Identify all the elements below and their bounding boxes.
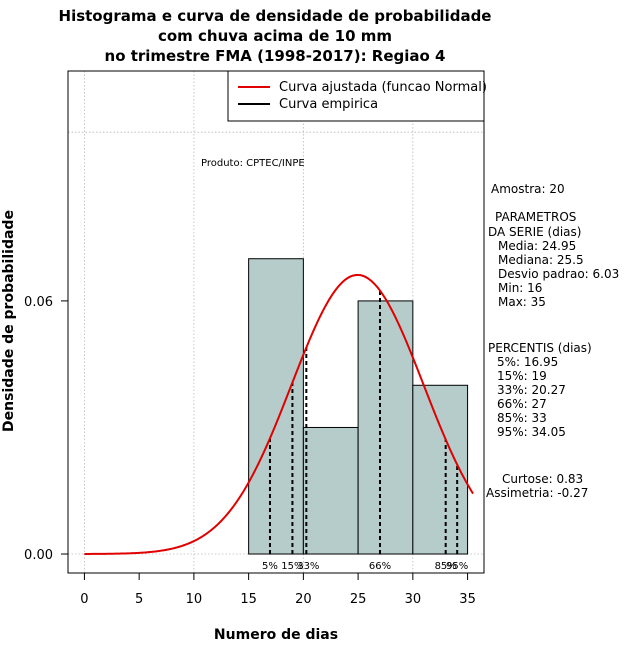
x-tick-label: 20 xyxy=(295,592,312,607)
percentil-85: 85%: 33 xyxy=(497,411,547,425)
bar-layer xyxy=(248,258,469,555)
product-annotation: Produto: CPTEC/INPE xyxy=(201,158,305,169)
x-tick-label: 35 xyxy=(459,592,476,607)
y-tick-label: 0.00 xyxy=(24,548,53,563)
param-mediana: Mediana: 25.5 xyxy=(498,253,584,267)
x-tick-label: 0 xyxy=(80,592,88,607)
percentile-label: 85% xyxy=(435,561,457,572)
y-tick-label: 0.06 xyxy=(24,295,53,310)
percentile-label: 33% xyxy=(297,561,319,572)
percentile-label: 66% xyxy=(369,561,391,572)
assimetria: Assimetria: -0.27 xyxy=(486,486,588,500)
x-tick-label: 5 xyxy=(135,592,143,607)
legend-box xyxy=(227,70,485,122)
legend-label-empirical: Curva empirica xyxy=(279,97,378,112)
param-media: Media: 24.95 xyxy=(498,239,576,253)
percentile-label: 5% xyxy=(262,561,278,572)
stats-panel: Amostra: 20 PARAMETROS DA SERIE (dias) M… xyxy=(486,182,619,500)
percentis-title: PERCENTIS (dias) xyxy=(488,341,592,355)
x-axis: 0 5 10 15 20 25 30 35 xyxy=(80,572,476,607)
y-axis: 0.00 0.06 xyxy=(24,295,69,563)
x-tick-label: 15 xyxy=(240,592,257,607)
histogram-bar xyxy=(412,384,469,555)
percentil-95: 95%: 34.05 xyxy=(497,425,566,439)
param-desvio: Desvio padrao: 6.03 xyxy=(498,267,619,281)
x-axis-label: Numero de dias xyxy=(214,627,338,643)
percentile-label: 95% xyxy=(446,561,468,572)
percentil-33: 33%: 20.27 xyxy=(497,383,566,397)
chart-title-line-1: Histograma e curva de densidade de proba… xyxy=(59,7,492,25)
percentil-5: 5%: 16.95 xyxy=(497,355,558,369)
sample-size: Amostra: 20 xyxy=(491,182,565,196)
histogram-bar xyxy=(302,426,359,555)
histogram-bar xyxy=(248,258,304,555)
percentil-15: 15%: 19 xyxy=(497,369,547,383)
percentile-layer: 5% 15%33% 66% 85%95% xyxy=(262,290,468,572)
params-title-1: PARAMETROS xyxy=(495,210,576,224)
normal-fit-curve xyxy=(84,273,474,555)
x-tick-label: 30 xyxy=(405,592,422,607)
x-tick-label: 25 xyxy=(350,592,367,607)
x-tick-label: 10 xyxy=(186,592,203,607)
param-min: Min: 16 xyxy=(498,281,542,295)
legend: Curva ajustada (funcao Normal) Curva emp… xyxy=(227,70,487,122)
percentil-66: 66%: 27 xyxy=(497,397,547,411)
percentile-label: 15% xyxy=(281,561,303,572)
curtose: Curtose: 0.83 xyxy=(502,472,583,486)
chart-title-line-2: com chuva acima de 10 mm xyxy=(158,27,392,45)
chart-title-line-3: no trimestre FMA (1998-2017): Regiao 4 xyxy=(105,47,446,65)
params-title-2: DA SERIE (dias) xyxy=(488,225,581,239)
y-axis-label: Densidade de probabilidade xyxy=(1,210,17,432)
legend-label-fit: Curva ajustada (funcao Normal) xyxy=(279,80,487,95)
param-max: Max: 35 xyxy=(498,295,546,309)
histogram-bar xyxy=(357,300,414,555)
